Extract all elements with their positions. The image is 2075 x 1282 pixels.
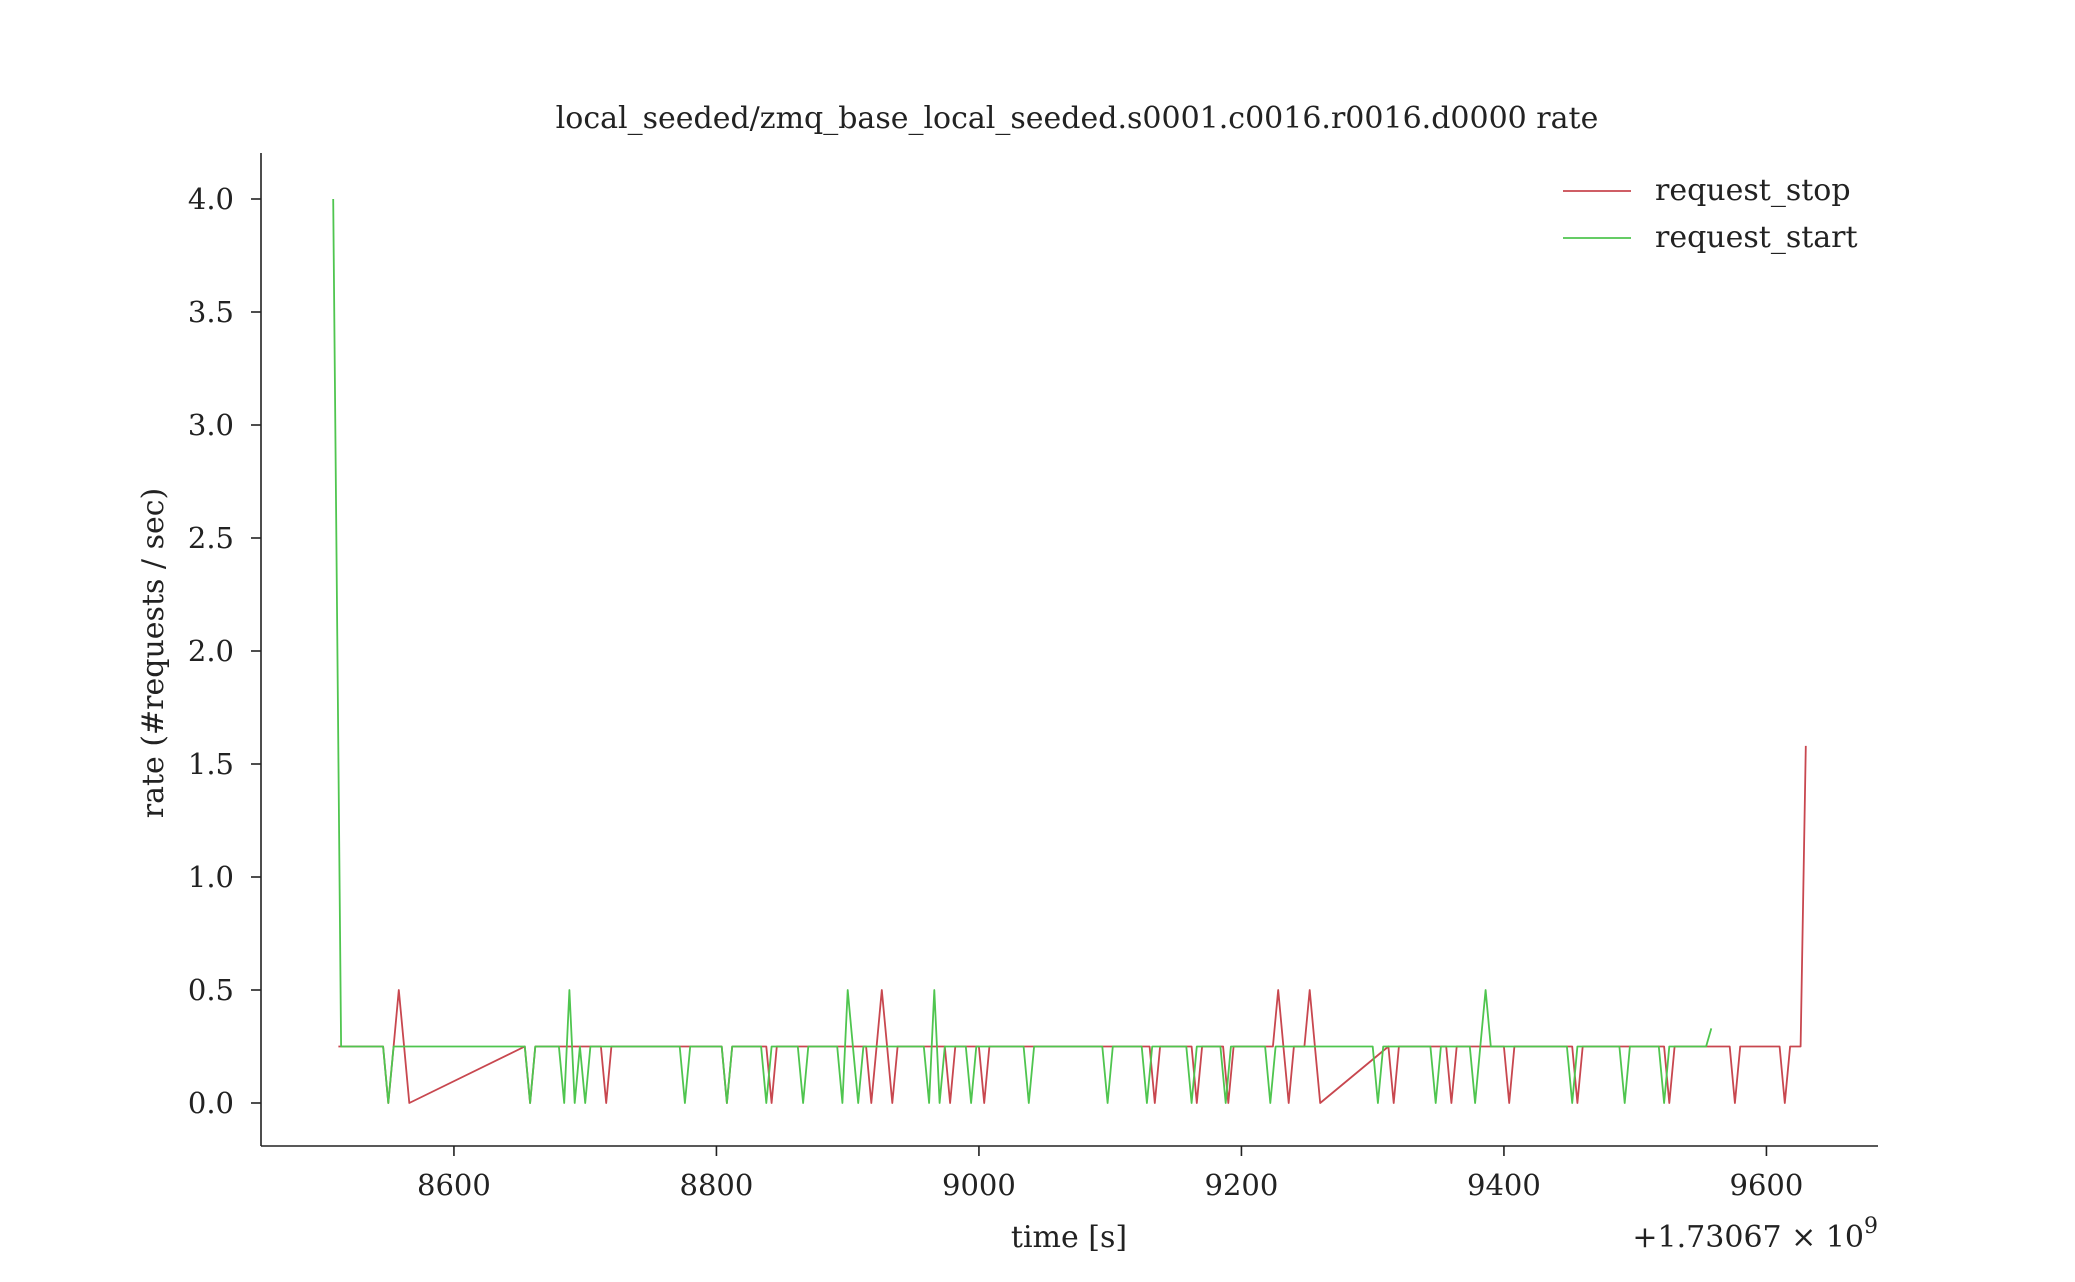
x-axis-ticks: 8600 8800 9000 9200 9400 9600 (417, 1146, 1803, 1202)
y-axis-ticks: 0.0 0.5 1.0 1.5 2.0 2.5 3.0 3.5 4.0 (188, 182, 261, 1120)
y-tick-label: 3.5 (188, 295, 234, 329)
x-offset-label: +1.73067 × 109 (1632, 1214, 1878, 1255)
legend-label-request-start: request_start (1655, 220, 1858, 255)
y-tick-label: 3.0 (188, 408, 234, 442)
y-tick-label: 4.0 (188, 182, 234, 216)
chart-title: local_seeded/zmq_base_local_seeded.s0001… (556, 101, 1599, 136)
legend: request_stop request_start (1563, 173, 1858, 255)
x-offset-exponent: 9 (1864, 1214, 1878, 1239)
x-axis-title: time [s] (1011, 1220, 1127, 1255)
y-tick-label: 0.5 (188, 973, 234, 1007)
y-tick-label: 2.0 (188, 634, 234, 668)
x-tick-label: 8600 (417, 1168, 491, 1202)
y-tick-label: 0.0 (188, 1086, 234, 1120)
legend-label-request-stop: request_stop (1655, 173, 1851, 208)
series-line-request-start (332, 198, 1713, 1104)
x-offset-mantissa: +1.73067 × 10 (1632, 1220, 1864, 1255)
x-tick-label: 8800 (680, 1168, 754, 1202)
x-tick-label: 9600 (1730, 1168, 1804, 1202)
y-tick-label: 1.0 (188, 860, 234, 894)
plot-lines (332, 198, 1807, 1104)
x-tick-label: 9400 (1467, 1168, 1541, 1202)
x-tick-label: 9000 (942, 1168, 1016, 1202)
y-tick-label: 2.5 (188, 521, 234, 555)
y-axis-title: rate (#requests / sec) (136, 488, 171, 818)
series-line-request-stop (338, 745, 1807, 1104)
x-tick-label: 9200 (1205, 1168, 1279, 1202)
y-tick-label: 1.5 (188, 747, 234, 781)
